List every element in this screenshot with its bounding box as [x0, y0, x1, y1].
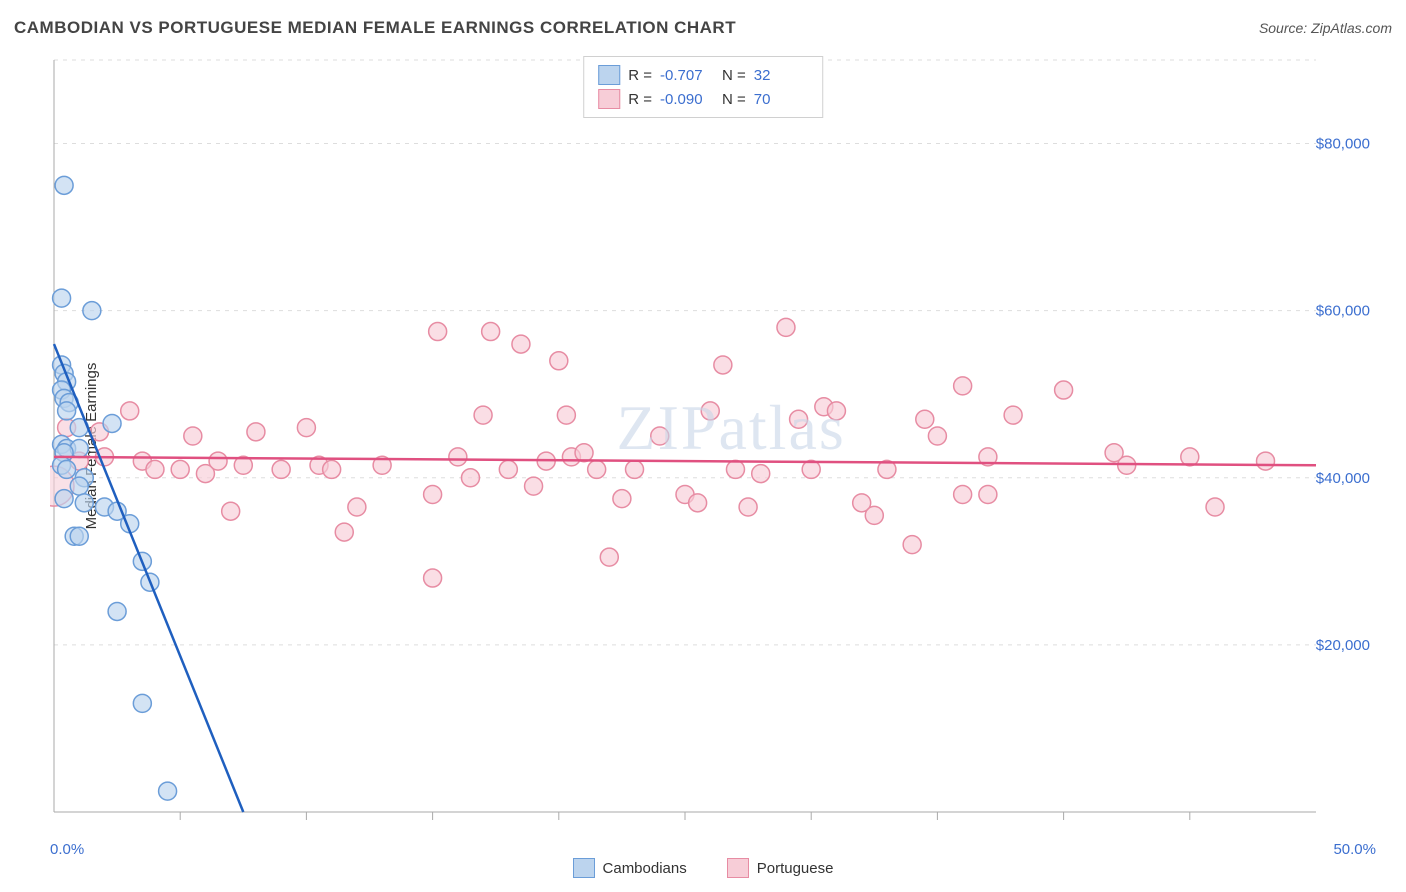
- legend-item-portuguese: Portuguese: [727, 858, 834, 878]
- series-legend: Cambodians Portuguese: [0, 858, 1406, 878]
- swatch-portuguese: [727, 858, 749, 878]
- chart-area: $20,000 $40,000 $60,000 $80,000: [50, 50, 1376, 832]
- stats-legend: R = -0.707 N = 32 R = -0.090 N = 70: [583, 56, 823, 118]
- source-label: Source: ZipAtlas.com: [1259, 20, 1392, 36]
- svg-text:$80,000: $80,000: [1316, 136, 1370, 153]
- scatter-chart: $20,000 $40,000 $60,000 $80,000: [50, 50, 1376, 832]
- x-min-label: 0.0%: [50, 841, 84, 858]
- stats-row-cambodians: R = -0.707 N = 32: [598, 63, 808, 87]
- svg-text:$20,000: $20,000: [1316, 637, 1370, 654]
- r-value-portuguese: -0.090: [660, 91, 714, 108]
- n-value-portuguese: 70: [754, 91, 808, 108]
- r-label: R =: [628, 67, 652, 84]
- n-label: N =: [722, 67, 746, 84]
- chart-title: CAMBODIAN VS PORTUGUESE MEDIAN FEMALE EA…: [14, 18, 736, 38]
- x-axis-labels: 0.0% 50.0%: [50, 841, 1376, 858]
- n-value-cambodians: 32: [754, 67, 808, 84]
- legend-item-cambodians: Cambodians: [573, 858, 687, 878]
- svg-text:$40,000: $40,000: [1316, 470, 1370, 487]
- swatch-cambodians: [573, 858, 595, 878]
- svg-text:$60,000: $60,000: [1316, 303, 1370, 320]
- legend-label-cambodians: Cambodians: [603, 860, 687, 877]
- r-label: R =: [628, 91, 652, 108]
- swatch-cambodians: [598, 65, 620, 85]
- x-max-label: 50.0%: [1333, 841, 1376, 858]
- swatch-portuguese: [598, 89, 620, 109]
- r-value-cambodians: -0.707: [660, 67, 714, 84]
- stats-row-portuguese: R = -0.090 N = 70: [598, 87, 808, 111]
- chart-container: CAMBODIAN VS PORTUGUESE MEDIAN FEMALE EA…: [0, 0, 1406, 892]
- n-label: N =: [722, 91, 746, 108]
- header: CAMBODIAN VS PORTUGUESE MEDIAN FEMALE EA…: [14, 18, 1392, 38]
- legend-label-portuguese: Portuguese: [757, 860, 834, 877]
